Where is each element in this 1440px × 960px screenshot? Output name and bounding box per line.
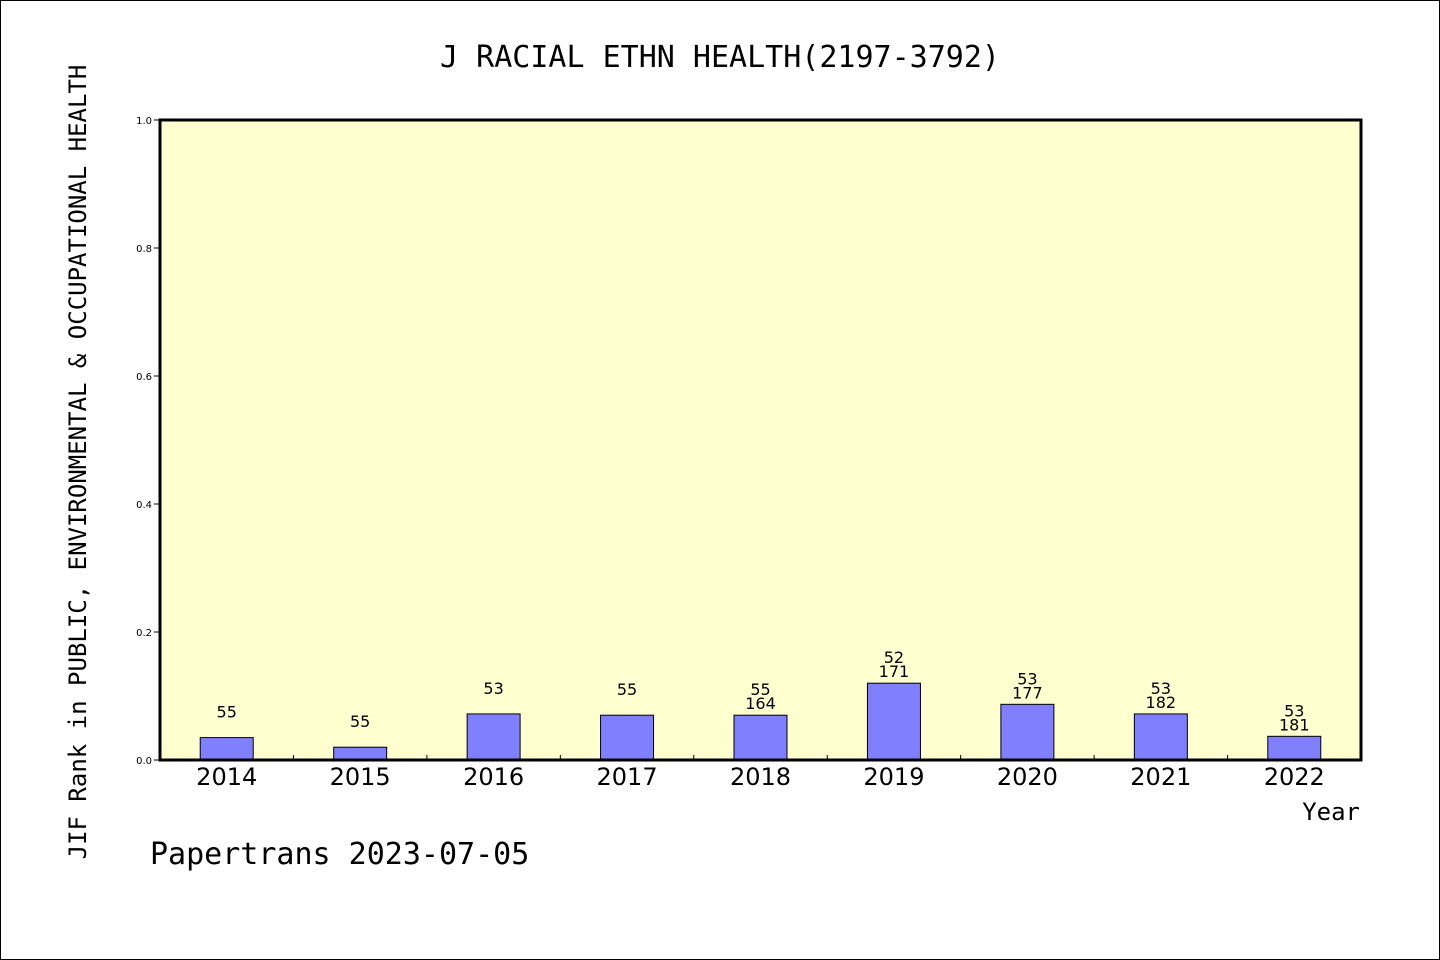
bar-label-rank: 53 bbox=[1017, 669, 1037, 688]
bar bbox=[733, 714, 788, 761]
footer-credit: Papertrans 2023-07-05 bbox=[150, 837, 529, 872]
bar-label-count: 181 bbox=[1279, 715, 1310, 734]
bar-label-rank: 52 bbox=[884, 648, 904, 667]
bar-label-count: 171 bbox=[879, 662, 910, 681]
bar bbox=[1267, 735, 1322, 761]
plot-area bbox=[160, 120, 1361, 760]
x-tick-label: 2022 bbox=[1264, 763, 1325, 791]
y-axis-label: JIF Rank in PUBLIC, ENVIRONMENTAL & OCCU… bbox=[64, 65, 92, 860]
bar-label-rank: 53 bbox=[1151, 679, 1171, 698]
bar-label-rank: 53 bbox=[1284, 701, 1304, 720]
x-tick-label: 2014 bbox=[196, 763, 257, 791]
x-tick-label: 2016 bbox=[463, 763, 524, 791]
x-tick-label: 2019 bbox=[863, 763, 924, 791]
x-tick-label: 2021 bbox=[1130, 763, 1191, 791]
bar-label-rank: 55 bbox=[617, 680, 637, 699]
bar bbox=[199, 737, 254, 761]
bars-group bbox=[199, 682, 1322, 761]
bar-label-rank: 55 bbox=[750, 680, 770, 699]
y-tick-label: 0.6 bbox=[136, 372, 152, 383]
bar-label-rank: 55 bbox=[350, 712, 370, 731]
bar bbox=[333, 746, 388, 761]
x-tick-label: 2017 bbox=[597, 763, 658, 791]
x-tick-label: 2015 bbox=[330, 763, 391, 791]
x-tick-label: 2018 bbox=[730, 763, 791, 791]
x-axis-label: Year bbox=[1302, 798, 1360, 826]
bar-label-rank: 53 bbox=[483, 679, 503, 698]
bar-label-rank: 55 bbox=[217, 703, 237, 722]
y-tick-label: 0.2 bbox=[136, 628, 152, 639]
x-ticks-group: 2014 2015 2016 2017 2018 2019 2020 2021 2022 bbox=[196, 755, 1325, 791]
bar bbox=[1000, 703, 1055, 761]
plot-border bbox=[158, 118, 1363, 762]
bar-label-count: 164 bbox=[745, 694, 776, 713]
bar bbox=[1133, 713, 1188, 761]
y-tick-label: 1.0 bbox=[136, 116, 152, 127]
bar bbox=[866, 682, 921, 761]
y-ticks-group: 0.0 0.2 0.4 0.6 0.8 1.0 bbox=[136, 116, 160, 767]
bar-label-count: 177 bbox=[1012, 683, 1043, 702]
y-tick-label: 0.8 bbox=[136, 244, 152, 255]
chart-title: J RACIAL ETHN HEALTH(2197-3792) bbox=[440, 40, 1000, 75]
y-tick-label: 0.0 bbox=[136, 756, 152, 767]
bar bbox=[600, 714, 655, 761]
x-tick-label: 2020 bbox=[997, 763, 1058, 791]
bar bbox=[466, 713, 521, 761]
bar-label-count: 182 bbox=[1146, 693, 1177, 712]
y-tick-label: 0.4 bbox=[136, 500, 152, 511]
